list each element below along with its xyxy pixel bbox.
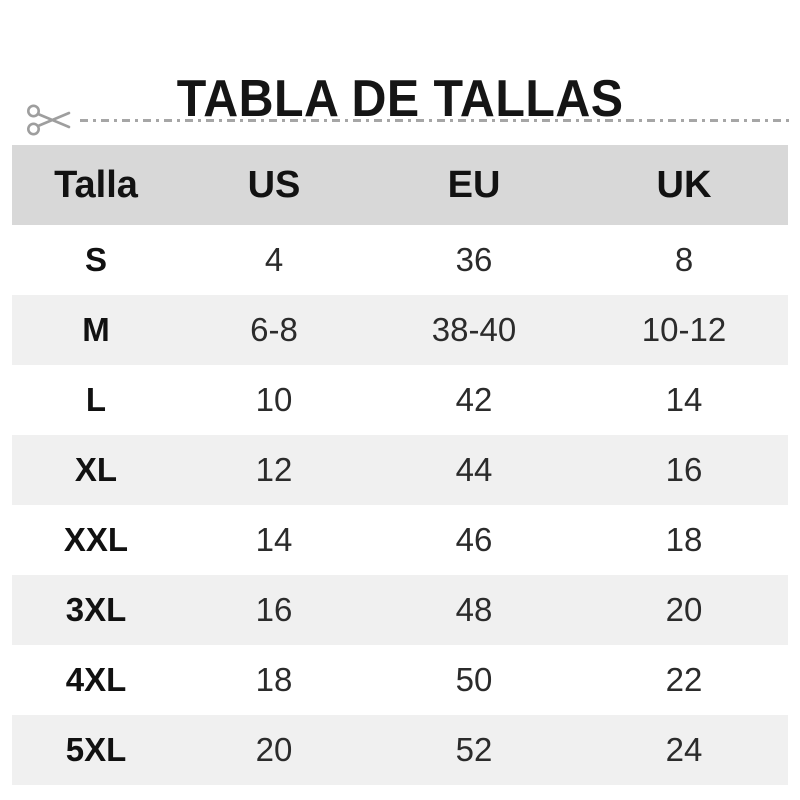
value-cell-eu: 52 <box>455 731 493 768</box>
size-cell: 4XL <box>65 661 127 698</box>
size-cell: XL <box>74 451 118 488</box>
size-cell: XXL <box>63 521 129 558</box>
value-cell-eu: 48 <box>455 591 493 628</box>
value-cell-eu: 44 <box>455 451 493 488</box>
cut-line <box>26 102 790 138</box>
value-cell-eu: 42 <box>455 381 493 418</box>
size-cell: 3XL <box>65 591 127 628</box>
table-row: L 10 42 14 <box>12 365 788 435</box>
column-header-talla: Talla <box>54 163 138 206</box>
table-row: M 6-8 38-40 10-12 <box>12 295 788 365</box>
value-cell-uk: 24 <box>665 731 703 768</box>
value-cell-uk: 16 <box>665 451 703 488</box>
size-cell: 5XL <box>65 731 127 768</box>
value-cell-us: 16 <box>255 591 293 628</box>
table-header-row: Talla US EU UK <box>12 145 788 225</box>
value-cell-uk: 8 <box>674 241 694 278</box>
dashed-cut-line <box>80 118 790 122</box>
column-header-uk: UK <box>656 163 712 206</box>
value-cell-us: 14 <box>255 521 293 558</box>
value-cell-eu: 46 <box>455 521 493 558</box>
value-cell-uk: 20 <box>665 591 703 628</box>
value-cell-us: 4 <box>264 241 284 278</box>
table-row: S 4 36 8 <box>12 225 788 295</box>
table-row: 5XL 20 52 24 <box>12 715 788 785</box>
table-row: 3XL 16 48 20 <box>12 575 788 645</box>
value-cell-eu: 38-40 <box>431 311 517 348</box>
size-cell: M <box>82 311 110 348</box>
column-header-us: US <box>247 163 301 206</box>
column-header-eu: EU <box>447 163 501 206</box>
value-cell-uk: 22 <box>665 661 703 698</box>
table-row: XL 12 44 16 <box>12 435 788 505</box>
value-cell-us: 20 <box>255 731 293 768</box>
value-cell-uk: 18 <box>665 521 703 558</box>
value-cell-eu: 36 <box>455 241 493 278</box>
value-cell-uk: 14 <box>665 381 703 418</box>
value-cell-us: 6-8 <box>250 311 298 348</box>
page-title: TABLA DE TALLAS <box>0 73 800 125</box>
size-cell: L <box>85 381 107 418</box>
value-cell-us: 12 <box>255 451 293 488</box>
value-cell-us: 10 <box>255 381 293 418</box>
value-cell-us: 18 <box>255 661 293 698</box>
table-body: S 4 36 8 M 6-8 38-40 10-12 L 10 42 14 XL… <box>12 225 788 785</box>
size-cell: S <box>84 241 107 278</box>
page-title-text: TABLA DE TALLAS <box>176 69 624 128</box>
scissors-icon <box>27 104 71 136</box>
size-table: Talla US EU UK S 4 36 8 M 6-8 38-40 10-1… <box>12 145 788 785</box>
table-row: XXL 14 46 18 <box>12 505 788 575</box>
value-cell-eu: 50 <box>455 661 493 698</box>
value-cell-uk: 10-12 <box>641 311 727 348</box>
table-row: 4XL 18 50 22 <box>12 645 788 715</box>
